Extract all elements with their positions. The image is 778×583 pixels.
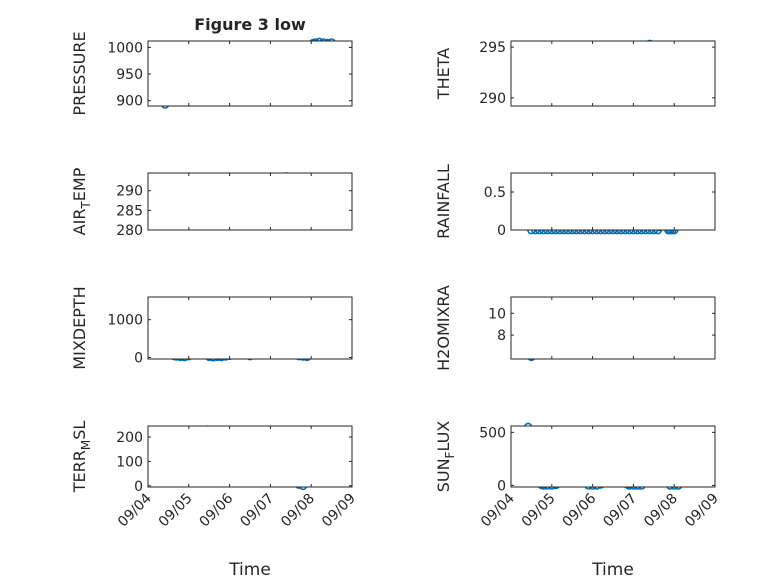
axes-frame — [510, 425, 716, 488]
y-tick-label: 950 — [116, 67, 143, 83]
subplot-mixdepth: 0 1000 MIXDEPTH — [70, 286, 353, 370]
subplot-h2omixra: 8 10 H2OMIXRA — [434, 285, 716, 371]
subplot-theta: 290 295 THETA — [434, 39, 716, 107]
y-tick-label: 0 — [134, 479, 143, 495]
y-tick-label: 0 — [134, 350, 143, 366]
y-tick-label: 280 — [116, 223, 143, 239]
figure-title: Figure 3 low — [194, 15, 306, 34]
x-tick-label: 09/07 — [237, 491, 277, 531]
y-tick-label: 295 — [479, 40, 506, 56]
y-tick-label: 0.5 — [484, 185, 506, 201]
y-tick-label: 290 — [116, 184, 143, 200]
y-axis-label: THETA — [434, 48, 453, 100]
x-tick-label: 09/04 — [115, 490, 155, 530]
y-tick-label: 285 — [116, 203, 143, 219]
subplot-rainfall: 0 0.5 RAINFALL — [434, 164, 716, 239]
y-tick-label: 0 — [497, 478, 506, 494]
y-axis-label: SUNFLUX — [434, 421, 457, 493]
x-tick-label: 09/09 — [319, 491, 359, 531]
y-axis-label: AIRTEMP — [70, 167, 93, 235]
y-tick-label: 900 — [116, 94, 143, 110]
x-tick-label: 09/05 — [519, 491, 559, 531]
subplot-air-temp: 280 285 290 AIRTEMP — [70, 167, 353, 239]
x-tick-label: 09/08 — [641, 491, 681, 531]
x-tick-label: 09/08 — [278, 491, 318, 531]
y-tick-label: 1000 — [107, 313, 143, 329]
subplot-terr-msl: 0 100 200 TERRMSL 09/04 09/05 09/06 09/07 09/08 0… — [70, 421, 359, 580]
axes-frame — [510, 40, 716, 107]
axes-frame — [147, 296, 353, 360]
x-tick-label: 09/04 — [478, 490, 518, 530]
x-tick-label: 09/05 — [156, 491, 196, 531]
y-tick-label: 1000 — [107, 40, 143, 56]
y-axis-label: PRESSURE — [70, 31, 89, 115]
axes-frame — [147, 425, 353, 488]
y-axis-label: TERRMSL — [70, 421, 93, 494]
subplot-pressure: 900 950 1000 PRESSURE Figure 3 low — [70, 15, 353, 116]
y-tick-label: 500 — [479, 425, 506, 441]
y-tick-label: 10 — [488, 306, 506, 322]
y-axis-label: H2OMIXRA — [434, 285, 453, 371]
y-axis-label: MIXDEPTH — [70, 286, 89, 369]
x-tick-label: 09/06 — [197, 490, 237, 530]
x-axis-label: Time — [591, 560, 634, 580]
y-tick-label: 200 — [116, 430, 143, 446]
y-tick-label: 8 — [497, 328, 506, 344]
y-tick-label: 0 — [497, 223, 506, 239]
y-tick-label: 100 — [116, 454, 143, 470]
y-axis-label: RAINFALL — [434, 164, 453, 239]
x-tick-label: 09/09 — [682, 491, 722, 531]
axes-frame — [510, 296, 716, 360]
subplot-sun-flux: 0 500 SUNFLUX 09/04 09/05 09/06 09/07 09/08 09/0… — [434, 421, 722, 580]
y-tick-label: 290 — [479, 91, 506, 107]
axes-frame — [510, 172, 716, 231]
axes-frame — [147, 172, 353, 231]
axes-frame — [147, 40, 353, 107]
x-axis-label: Time — [228, 560, 271, 580]
x-tick-label: 09/07 — [600, 491, 640, 531]
x-tick-label: 09/06 — [560, 490, 600, 530]
